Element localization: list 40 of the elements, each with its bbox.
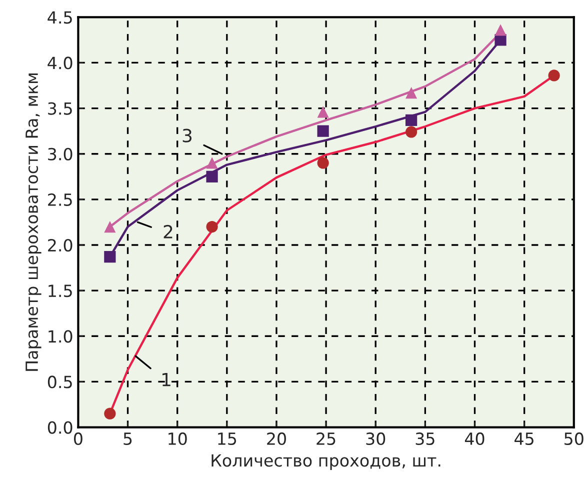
point <box>317 125 329 137</box>
point <box>104 220 116 233</box>
point <box>317 106 329 118</box>
y-tick-label: 4.5 <box>48 11 72 24</box>
y-tick-label: 3.0 <box>48 148 72 160</box>
point <box>104 251 116 263</box>
x-tick-label: 50 <box>564 432 584 446</box>
y-axis-title: Параметр шероховатости Ra, мкм <box>26 74 42 371</box>
x-tick-label: 25 <box>316 432 336 446</box>
x-tick-label: 40 <box>464 432 484 446</box>
annotation: 1 <box>162 373 170 386</box>
y-tick-label: 2.5 <box>48 193 72 206</box>
y-tick-label: 1.5 <box>48 284 72 298</box>
x-tick-label: 35 <box>416 432 434 446</box>
x-tick-label: 10 <box>168 432 187 446</box>
point <box>548 70 560 82</box>
point <box>104 408 116 420</box>
point <box>206 220 218 233</box>
point <box>206 170 218 182</box>
x-tick-label: 5 <box>124 432 132 446</box>
y-tick-label: 3.5 <box>48 102 72 115</box>
x-tick-label: 30 <box>366 432 386 446</box>
y-tick-label: 0.5 <box>48 376 72 388</box>
x-axis-title: Количество проходов, шт. <box>212 454 440 470</box>
y-tick-label: 1.0 <box>48 330 72 343</box>
point <box>405 86 418 99</box>
x-tick-label: 15 <box>218 432 236 446</box>
annotation: 3 <box>182 128 192 142</box>
point <box>405 126 418 138</box>
annotation: 2 <box>164 224 172 238</box>
y-tick-label: 2.0 <box>48 238 72 252</box>
x-tick-label: 45 <box>514 432 534 446</box>
y-tick-label: 0.0 <box>48 421 72 434</box>
y-tick-label: 4.0 <box>48 56 72 70</box>
point <box>317 157 329 169</box>
point <box>206 157 218 169</box>
point <box>494 24 506 36</box>
x-tick-label: 0 <box>74 432 82 446</box>
point <box>405 114 418 126</box>
x-tick-label: 20 <box>267 432 286 446</box>
